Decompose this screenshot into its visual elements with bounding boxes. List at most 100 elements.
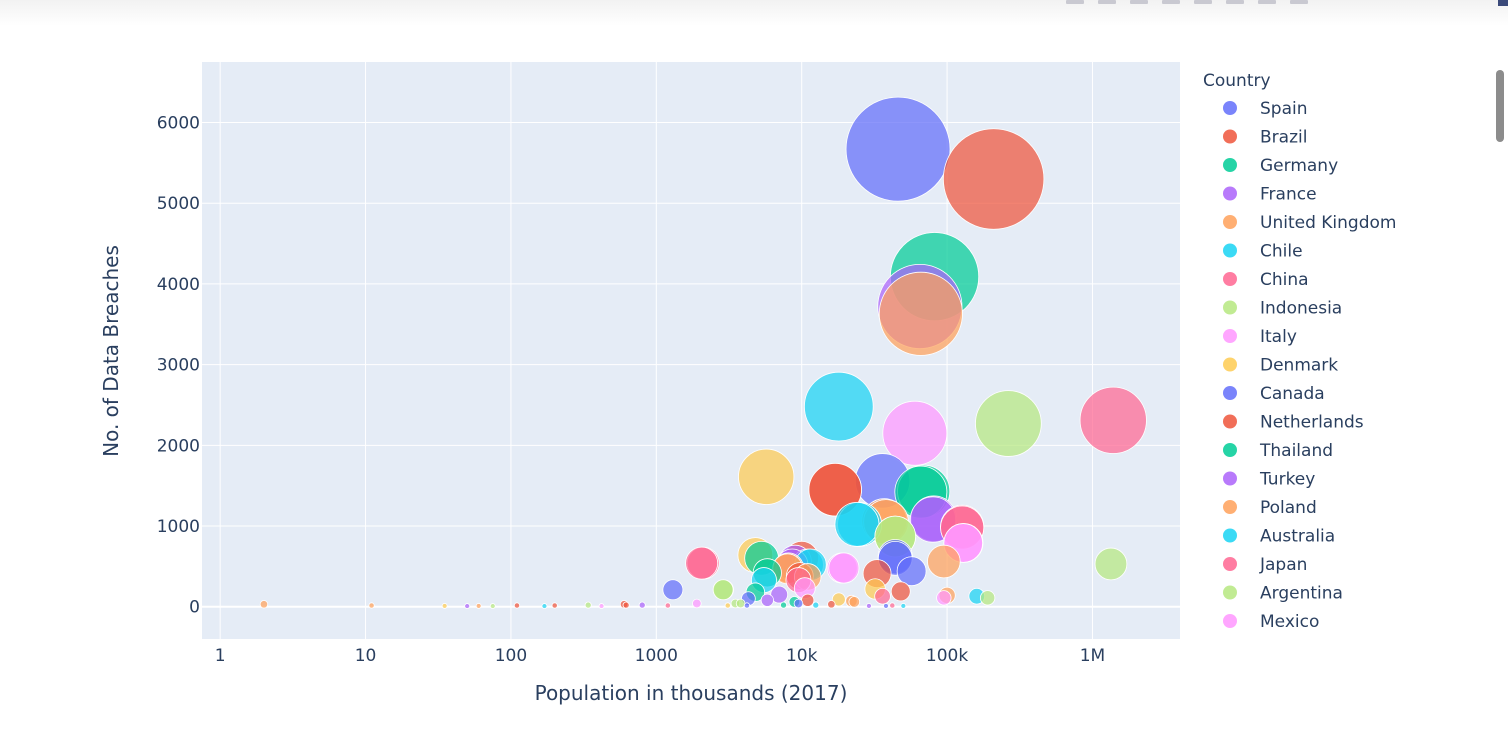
- data-bubble[interactable]: [927, 544, 961, 579]
- data-bubble[interactable]: [685, 546, 719, 580]
- legend-item[interactable]: Italy: [1223, 327, 1297, 347]
- camera-icon[interactable]: [1066, 0, 1084, 4]
- y-tick-label: 1000: [157, 517, 200, 537]
- legend-marker: [1223, 215, 1237, 229]
- data-bubble[interactable]: [622, 601, 630, 609]
- legend-label: Germany: [1260, 156, 1338, 176]
- data-bubble[interactable]: [848, 596, 861, 608]
- data-bubble[interactable]: [1079, 386, 1147, 454]
- bubble-layer: [259, 96, 1147, 609]
- data-bubble[interactable]: [804, 371, 874, 442]
- legend-item[interactable]: Japan: [1223, 555, 1307, 575]
- legend-marker: [1223, 357, 1237, 372]
- data-bubble[interactable]: [834, 501, 880, 547]
- data-bubble[interactable]: [738, 448, 795, 505]
- data-bubble[interactable]: [551, 602, 558, 609]
- legend-marker: [1223, 329, 1237, 343]
- reset-icon[interactable]: [1290, 0, 1308, 4]
- data-bubble[interactable]: [882, 400, 948, 466]
- data-bubble[interactable]: [475, 603, 482, 609]
- legend-marker: [1223, 557, 1237, 571]
- legend-label: United Kingdom: [1260, 213, 1396, 233]
- zoom-out-icon[interactable]: [1226, 0, 1244, 4]
- data-bubble[interactable]: [801, 593, 815, 607]
- data-bubble[interactable]: [828, 552, 860, 584]
- data-bubble[interactable]: [541, 603, 548, 609]
- data-bubble[interactable]: [598, 603, 605, 609]
- data-bubble[interactable]: [845, 96, 951, 202]
- select-icon[interactable]: [1162, 0, 1180, 4]
- pan-icon[interactable]: [1130, 0, 1148, 4]
- data-bubble[interactable]: [1094, 547, 1128, 581]
- legend-label: China: [1260, 270, 1309, 290]
- data-bubble[interactable]: [874, 587, 891, 605]
- data-bubble[interactable]: [979, 590, 996, 606]
- legend-label: Turkey: [1259, 470, 1315, 490]
- legend-item[interactable]: United Kingdom: [1223, 213, 1396, 233]
- data-bubble[interactable]: [770, 585, 789, 604]
- data-bubble[interactable]: [712, 579, 734, 601]
- data-bubble[interactable]: [936, 590, 952, 606]
- x-axis-ticks: 1 10 100 1000 10k 100k 1M: [215, 646, 1105, 666]
- data-bubble[interactable]: [259, 600, 269, 609]
- data-bubble[interactable]: [638, 601, 646, 609]
- x-tick-label: 1M: [1080, 646, 1105, 666]
- legend[interactable]: Spain Brazil Germany France United Kingdom Ch…: [1223, 99, 1396, 632]
- data-bubble[interactable]: [735, 598, 746, 609]
- data-bubble[interactable]: [743, 602, 751, 609]
- data-bubble[interactable]: [896, 556, 927, 587]
- autoscale-icon[interactable]: [1258, 0, 1276, 4]
- legend-item[interactable]: Chile: [1223, 242, 1303, 262]
- data-bubble[interactable]: [664, 602, 671, 609]
- legend-item[interactable]: Canada: [1223, 384, 1325, 404]
- legend-item[interactable]: Poland: [1223, 498, 1317, 518]
- legend-scrollbar[interactable]: [1496, 70, 1504, 142]
- data-bubble[interactable]: [489, 603, 496, 609]
- y-tick-label: 6000: [157, 114, 200, 134]
- data-bubble[interactable]: [942, 128, 1045, 230]
- legend-item[interactable]: Turkey: [1223, 470, 1315, 490]
- legend-item[interactable]: Brazil: [1223, 128, 1307, 148]
- data-bubble[interactable]: [878, 271, 963, 356]
- data-bubble[interactable]: [692, 598, 702, 609]
- data-bubble[interactable]: [883, 603, 889, 609]
- legend-marker: [1223, 158, 1237, 172]
- legend-item[interactable]: Netherlands: [1223, 413, 1364, 433]
- legend-item[interactable]: Australia: [1223, 527, 1335, 547]
- x-tick-label: 1000: [635, 646, 678, 666]
- legend-marker: [1223, 471, 1237, 486]
- chart-modebar[interactable]: [1066, 0, 1308, 8]
- data-bubble[interactable]: [827, 600, 836, 609]
- legend-item[interactable]: Argentina: [1223, 584, 1343, 604]
- data-bubble[interactable]: [662, 579, 684, 601]
- legend-item[interactable]: Germany: [1223, 156, 1338, 176]
- data-bubble[interactable]: [464, 603, 471, 609]
- data-bubble[interactable]: [808, 463, 862, 517]
- legend-item[interactable]: Denmark: [1223, 356, 1338, 376]
- data-bubble[interactable]: [584, 601, 592, 609]
- data-bubble[interactable]: [780, 601, 788, 609]
- data-bubble[interactable]: [866, 603, 872, 609]
- data-bubble[interactable]: [975, 390, 1042, 457]
- data-bubble[interactable]: [889, 602, 896, 609]
- data-bubble[interactable]: [368, 602, 375, 609]
- legend-item[interactable]: Thailand: [1223, 441, 1333, 461]
- legend-item[interactable]: Indonesia: [1223, 299, 1342, 319]
- legend-item[interactable]: Mexico: [1223, 612, 1319, 632]
- data-bubble[interactable]: [724, 602, 731, 609]
- legend-item[interactable]: Spain: [1223, 99, 1308, 119]
- legend-item[interactable]: China: [1223, 270, 1309, 290]
- data-bubble[interactable]: [890, 581, 911, 602]
- data-bubble[interactable]: [812, 601, 820, 609]
- zoom-icon[interactable]: [1098, 0, 1116, 4]
- data-bubble[interactable]: [513, 602, 521, 609]
- legend-title: Country: [1203, 71, 1271, 91]
- data-bubble[interactable]: [760, 593, 774, 607]
- zoom-in-icon[interactable]: [1194, 0, 1212, 4]
- data-bubble[interactable]: [793, 598, 804, 609]
- legend-marker: [1223, 101, 1237, 115]
- legend-item[interactable]: France: [1223, 185, 1317, 205]
- data-bubble[interactable]: [441, 603, 448, 609]
- data-bubble[interactable]: [831, 592, 846, 607]
- data-bubble[interactable]: [900, 603, 907, 609]
